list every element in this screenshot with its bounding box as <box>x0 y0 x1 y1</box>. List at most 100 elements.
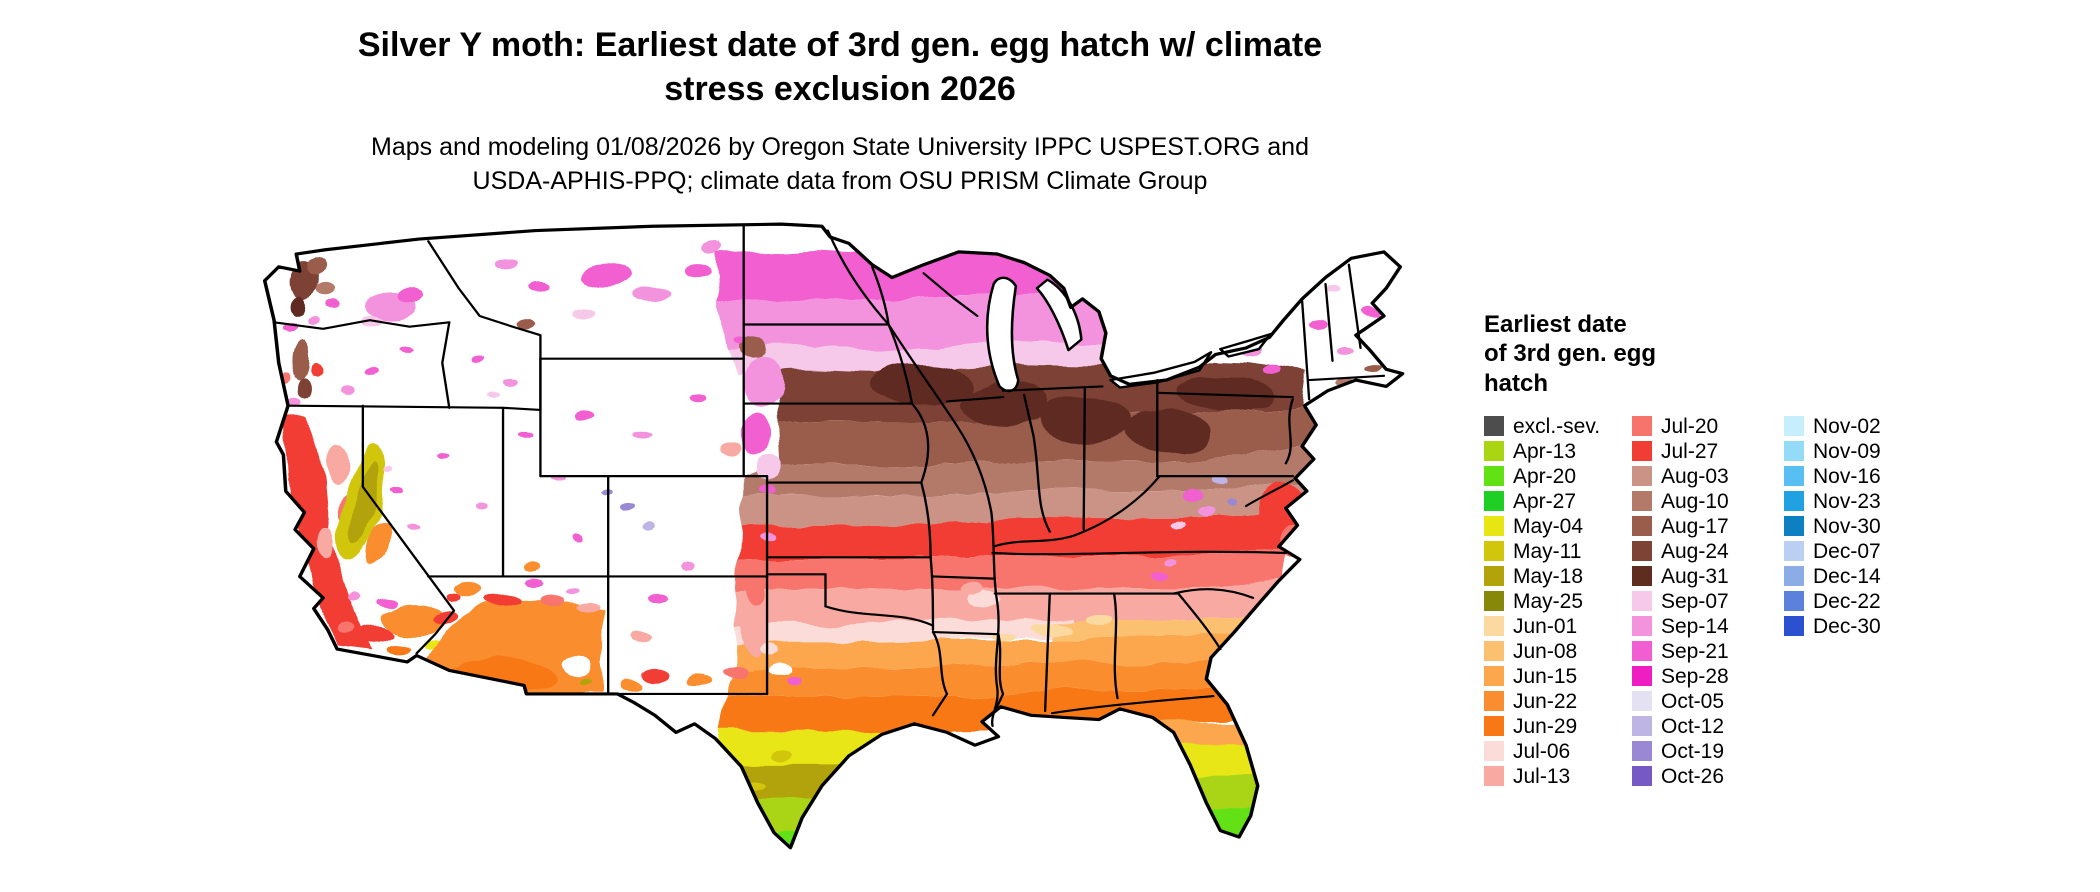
legend-swatch <box>1484 691 1504 712</box>
legend-item: Oct-12 <box>1632 714 1784 739</box>
legend-swatch <box>1484 716 1504 737</box>
legend-item-label: Sep-07 <box>1661 589 1729 613</box>
legend-swatch <box>1632 416 1652 437</box>
legend-swatch <box>1784 516 1804 537</box>
legend-item-label: Nov-09 <box>1813 439 1881 463</box>
legend-swatch <box>1484 416 1504 437</box>
legend-item-label: Apr-27 <box>1513 489 1577 513</box>
legend-item: Aug-17 <box>1632 514 1784 539</box>
legend-item-label: Oct-19 <box>1661 739 1725 763</box>
legend-swatch <box>1632 541 1652 562</box>
us-map-svg <box>262 222 1405 850</box>
legend-swatch <box>1632 691 1652 712</box>
legend-title: Earliest date of 3rd gen. egg hatch <box>1484 311 1657 397</box>
legend-item: Dec-22 <box>1784 589 1934 614</box>
legend-item-label: Dec-30 <box>1813 614 1881 638</box>
legend-item: Oct-26 <box>1632 764 1784 789</box>
legend-item: Jul-27 <box>1632 439 1784 464</box>
legend-item: Jul-13 <box>1484 764 1632 789</box>
legend-item: Apr-27 <box>1484 489 1632 514</box>
legend-swatch <box>1484 591 1504 612</box>
legend-swatch <box>1632 491 1652 512</box>
lake-michigan <box>985 276 1020 393</box>
legend-swatch <box>1784 491 1804 512</box>
legend-swatch <box>1632 516 1652 537</box>
legend-item: Nov-23 <box>1784 489 1934 514</box>
legend-item: Oct-05 <box>1632 689 1784 714</box>
legend-item: Jul-20 <box>1632 414 1784 439</box>
legend-swatch <box>1784 441 1804 462</box>
us-outline <box>262 222 1405 850</box>
legend-swatch <box>1784 541 1804 562</box>
legend-swatch <box>1484 491 1504 512</box>
legend-item: Nov-02 <box>1784 414 1934 439</box>
legend-swatch <box>1632 441 1652 462</box>
legend-swatch <box>1484 541 1504 562</box>
legend-item: Jun-29 <box>1484 714 1632 739</box>
legend-swatch <box>1484 516 1504 537</box>
legend-item-label: Apr-20 <box>1513 464 1577 488</box>
legend-item: Jun-22 <box>1484 689 1632 714</box>
legend-item: May-18 <box>1484 564 1632 589</box>
legend-swatch <box>1632 591 1652 612</box>
legend-item-label: May-25 <box>1513 589 1584 613</box>
subtitle-line-1: Maps and modeling 01/08/2026 by Oregon S… <box>371 133 1309 162</box>
legend-item-label: Dec-07 <box>1813 539 1881 563</box>
legend-swatch <box>1484 766 1504 787</box>
lake-huron <box>1035 278 1083 352</box>
page-title-line-1: Silver Y moth: Earliest date of 3rd gen.… <box>357 26 1323 64</box>
legend-item-label: May-18 <box>1513 564 1584 588</box>
legend-item-label: Jun-01 <box>1513 614 1578 638</box>
legend-column: Jul-20 Jul-27 Aug-03 Aug-10 Aug-17 Aug-24 Aug-… <box>1632 414 1784 789</box>
legend-item-label: Jul-20 <box>1661 414 1719 438</box>
legend-item-label: Nov-16 <box>1813 464 1881 488</box>
legend-item-label: Jun-15 <box>1513 664 1578 688</box>
legend-item: Apr-20 <box>1484 464 1632 489</box>
legend-swatch <box>1784 416 1804 437</box>
legend-swatch <box>1484 566 1504 587</box>
legend-item: Sep-28 <box>1632 664 1784 689</box>
legend-item-label: Aug-10 <box>1661 489 1729 513</box>
legend-swatch <box>1484 666 1504 687</box>
legend-swatch <box>1632 666 1652 687</box>
legend-item-label: Dec-14 <box>1813 564 1881 588</box>
legend-item: Apr-13 <box>1484 439 1632 464</box>
legend-column: excl.-sev. Apr-13 Apr-20 Apr-27 May-04 May-11… <box>1484 414 1632 789</box>
legend-item: Aug-10 <box>1632 489 1784 514</box>
subtitle-line-2: USDA-APHIS-PPQ; climate data from OSU PR… <box>472 166 1208 195</box>
legend-item-label: Nov-30 <box>1813 514 1881 538</box>
legend-swatch <box>1484 741 1504 762</box>
legend-item: Nov-09 <box>1784 439 1934 464</box>
legend-swatch <box>1484 466 1504 487</box>
legend-item-label: Jun-29 <box>1513 714 1578 738</box>
legend-item-label: Jul-27 <box>1661 439 1719 463</box>
legend-swatch <box>1632 466 1652 487</box>
legend-item: Sep-14 <box>1632 614 1784 639</box>
subtitle: Maps and modeling 01/08/2026 by Oregon S… <box>0 131 1680 199</box>
legend-item-label: Nov-23 <box>1813 489 1881 513</box>
legend-swatch <box>1484 441 1504 462</box>
legend-item: Oct-19 <box>1632 739 1784 764</box>
legend-item-label: Oct-05 <box>1661 689 1725 713</box>
legend-item-label: Dec-22 <box>1813 589 1881 613</box>
legend-item: Dec-14 <box>1784 564 1934 589</box>
legend-swatch <box>1632 766 1652 787</box>
legend-item: Aug-24 <box>1632 539 1784 564</box>
legend-item: Jun-08 <box>1484 639 1632 664</box>
legend-swatch <box>1484 616 1504 637</box>
legend-item: Nov-16 <box>1784 464 1934 489</box>
legend-item-label: excl.-sev. <box>1513 414 1601 438</box>
legend-item: Sep-07 <box>1632 589 1784 614</box>
legend-item-label: Jul-06 <box>1513 739 1571 763</box>
legend-item-label: Aug-17 <box>1661 514 1729 538</box>
legend-item-label: Sep-14 <box>1661 614 1729 638</box>
legend-item-label: Jun-22 <box>1513 689 1578 713</box>
legend-item-label: Nov-02 <box>1813 414 1881 438</box>
us-map <box>232 222 1447 884</box>
header: Silver Y moth: Earliest date of 3rd gen.… <box>0 24 1680 199</box>
legend-swatch <box>1784 566 1804 587</box>
legend-item: Sep-21 <box>1632 639 1784 664</box>
legend-item-label: May-04 <box>1513 514 1584 538</box>
legend-item-label: Aug-24 <box>1661 539 1729 563</box>
legend-item: Jul-06 <box>1484 739 1632 764</box>
